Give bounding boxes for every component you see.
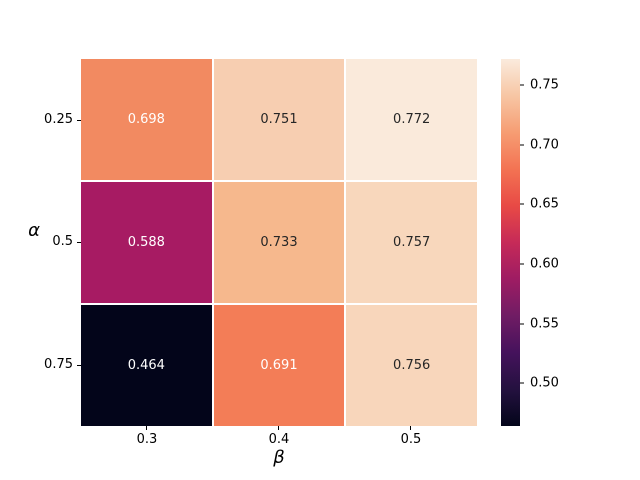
colorbar-tick: 0.65 — [520, 197, 559, 212]
heatmap-cell-r0c2: 0.772 — [346, 59, 477, 180]
heatmap-cell-r2c1: 0.691 — [213, 305, 345, 426]
cell-annotation: 0.751 — [260, 112, 298, 127]
heatmap-cell-r2c0: 0.464 — [81, 305, 212, 426]
cell-annotation: 0.733 — [260, 235, 298, 250]
cell-annotation: 0.757 — [393, 235, 431, 250]
cell-annotation: 0.691 — [260, 358, 298, 373]
y-tick-mark — [77, 365, 81, 366]
cell-annotation: 0.698 — [127, 112, 165, 127]
y-tick-label-0.5: 0.5 — [52, 234, 73, 249]
colorbar-tick-label: 0.60 — [530, 256, 559, 272]
x-tick-mark — [146, 426, 147, 430]
heatmap: 0.698 0.751 0.772 0.588 0.733 0.757 0.46… — [81, 59, 477, 426]
x-tick-label-0.3: 0.3 — [136, 432, 158, 447]
colorbar-tick-label: 0.50 — [530, 375, 559, 391]
y-tick-mark — [77, 120, 81, 121]
colorbar-tick-mark — [520, 263, 524, 265]
colorbar — [501, 59, 520, 426]
heatmap-cell-r1c2: 0.757 — [346, 182, 477, 303]
y-tick-label-0.25: 0.25 — [44, 112, 73, 127]
colorbar-tick: 0.55 — [520, 316, 559, 331]
x-axis-label: β — [273, 447, 285, 468]
cell-annotation: 0.588 — [127, 235, 165, 250]
colorbar-tick-mark — [520, 203, 524, 205]
cell-annotation: 0.464 — [127, 358, 165, 373]
x-tick-label-0.5: 0.5 — [400, 432, 422, 447]
heatmap-cell-r0c0: 0.698 — [81, 59, 212, 180]
x-tick-mark — [278, 426, 279, 430]
x-tick-label-0.4: 0.4 — [268, 432, 290, 447]
y-axis-label: α — [28, 220, 40, 241]
colorbar-tick-mark — [520, 323, 524, 325]
colorbar-tick-label: 0.70 — [530, 137, 559, 153]
colorbar-tick-mark — [520, 84, 524, 86]
y-tick-label-0.75: 0.75 — [44, 357, 73, 372]
heatmap-cell-r1c1: 0.733 — [213, 182, 345, 303]
x-tick-mark — [410, 426, 411, 430]
cell-annotation: 0.772 — [393, 112, 431, 127]
colorbar-tick-label: 0.75 — [530, 77, 559, 93]
colorbar-tick: 0.60 — [520, 256, 559, 271]
colorbar-tick-mark — [520, 382, 524, 384]
colorbar-tick: 0.50 — [520, 376, 559, 391]
y-tick-mark — [77, 242, 81, 243]
colorbar-tick: 0.70 — [520, 137, 559, 152]
heatmap-cell-r0c1: 0.751 — [213, 59, 345, 180]
cell-annotation: 0.756 — [393, 358, 431, 373]
colorbar-tick-mark — [520, 144, 524, 146]
heatmap-cell-r1c0: 0.588 — [81, 182, 212, 303]
colorbar-tick-label: 0.65 — [530, 196, 559, 212]
heatmap-cell-r2c2: 0.756 — [346, 305, 477, 426]
colorbar-tick: 0.75 — [520, 78, 559, 93]
colorbar-tick-label: 0.55 — [530, 316, 559, 332]
